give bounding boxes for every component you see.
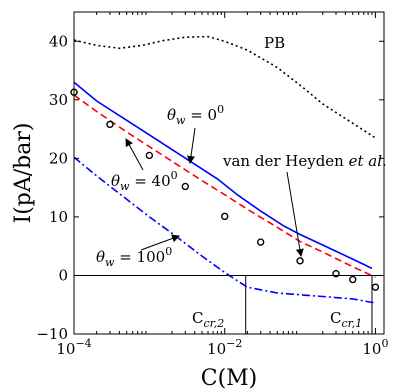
x-tick-label-0: 10−4 [56, 337, 91, 358]
theta-100-label: θw = 1000 [96, 245, 172, 269]
theta-100-eq: = 100 [114, 248, 165, 266]
data-point-vdh-6 [297, 258, 303, 264]
ccr2-label: Ccr,2 [192, 309, 224, 330]
x-axis-label: C(M) [201, 366, 258, 390]
data-point-vdh-4 [222, 213, 228, 219]
data-point-vdh-2 [146, 152, 152, 158]
ccr1-label: Ccr,1 [330, 309, 362, 330]
x-tick-label-1: 10−2 [207, 337, 242, 358]
theta-0-eq: = 0 [185, 106, 217, 124]
data-point-vdh-5 [258, 239, 264, 245]
ccr1-base: C [330, 309, 341, 327]
y-tick-label-5: 40 [49, 32, 68, 50]
data-point-vdh-9 [372, 284, 378, 290]
ccr2-base: C [192, 309, 203, 327]
plot-frame [74, 12, 384, 334]
data-point-vdh-8 [350, 277, 356, 283]
van-der-heyden-name: van der Heyden [222, 152, 349, 170]
theta-40-sup: 0 [171, 169, 178, 182]
theta-0-arrow [190, 128, 195, 163]
van-der-heyden-etal: et al. [349, 152, 387, 170]
theta-0-sup: 0 [217, 103, 224, 116]
y-tick-label-2: 10 [49, 208, 68, 226]
theta-40-label: θw = 400 [111, 169, 178, 193]
series-line-0 [74, 37, 375, 138]
van-der-heyden-label: van der Heyden et al. [222, 152, 387, 170]
y-tick-label-4: 30 [49, 91, 68, 109]
van-der-heyden-arrow [287, 172, 301, 256]
theta-0-symbol: θ [167, 106, 176, 124]
data-point-vdh-1 [107, 121, 113, 127]
theta-40-arrow [126, 139, 143, 170]
data-point-vdh-3 [182, 183, 188, 189]
x-tick-label-2: 100 [362, 337, 388, 358]
y-tick-label-3: 20 [49, 149, 68, 167]
ccr1-sub: cr,1 [341, 317, 362, 330]
theta-0-label: θw = 00 [167, 103, 224, 127]
theta-100-sup: 0 [165, 245, 172, 258]
theta-40-symbol: θ [111, 172, 120, 190]
y-tick-label-1: 0 [58, 266, 68, 284]
pb-label: PB [264, 34, 285, 52]
theta-40-eq: = 40 [129, 172, 170, 190]
ccr2-sub: cr,2 [203, 317, 224, 330]
theta-100-symbol: θ [96, 248, 105, 266]
y-axis-label: I(pA/bar) [11, 123, 36, 224]
